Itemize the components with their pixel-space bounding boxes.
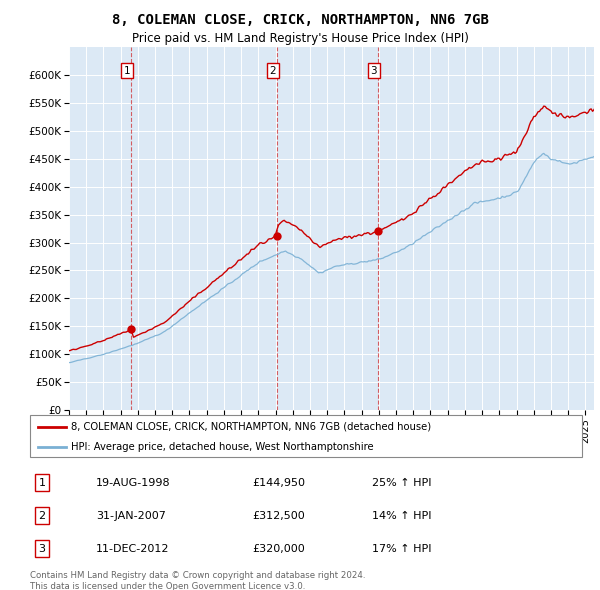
Text: £320,000: £320,000 <box>252 544 305 553</box>
Text: 17% ↑ HPI: 17% ↑ HPI <box>372 544 431 553</box>
Text: Price paid vs. HM Land Registry's House Price Index (HPI): Price paid vs. HM Land Registry's House … <box>131 32 469 45</box>
Text: 8, COLEMAN CLOSE, CRICK, NORTHAMPTON, NN6 7GB: 8, COLEMAN CLOSE, CRICK, NORTHAMPTON, NN… <box>112 13 488 27</box>
Text: 2: 2 <box>269 66 276 76</box>
Text: £144,950: £144,950 <box>252 478 305 487</box>
FancyBboxPatch shape <box>30 415 582 457</box>
Text: £312,500: £312,500 <box>252 511 305 520</box>
Text: 3: 3 <box>38 544 46 553</box>
Text: 14% ↑ HPI: 14% ↑ HPI <box>372 511 431 520</box>
Text: Contains HM Land Registry data © Crown copyright and database right 2024.
This d: Contains HM Land Registry data © Crown c… <box>30 571 365 590</box>
Text: 1: 1 <box>124 66 130 76</box>
Text: 8, COLEMAN CLOSE, CRICK, NORTHAMPTON, NN6 7GB (detached house): 8, COLEMAN CLOSE, CRICK, NORTHAMPTON, NN… <box>71 422 431 432</box>
Text: 31-JAN-2007: 31-JAN-2007 <box>96 511 166 520</box>
Text: 19-AUG-1998: 19-AUG-1998 <box>96 478 170 487</box>
Text: 11-DEC-2012: 11-DEC-2012 <box>96 544 170 553</box>
Text: 2: 2 <box>38 511 46 520</box>
Text: HPI: Average price, detached house, West Northamptonshire: HPI: Average price, detached house, West… <box>71 442 374 451</box>
Text: 1: 1 <box>38 478 46 487</box>
Text: 3: 3 <box>370 66 377 76</box>
Text: 25% ↑ HPI: 25% ↑ HPI <box>372 478 431 487</box>
